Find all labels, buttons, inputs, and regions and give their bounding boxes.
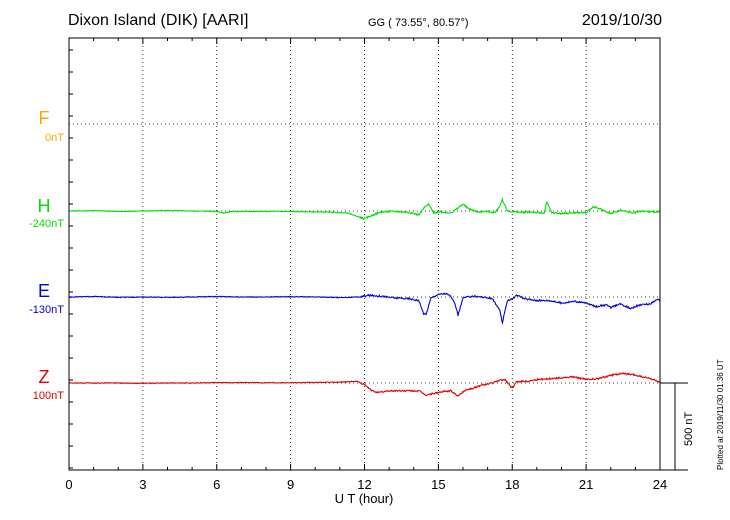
series-line-h xyxy=(69,197,661,220)
baseline-label-h: -240nT xyxy=(29,218,64,230)
station-title: Dixon Island (DIK) [AARI] xyxy=(68,12,249,29)
x-axis-ticks: 0 3 6 9 12 15 18 21 24 xyxy=(65,38,667,492)
component-label-f: F xyxy=(38,108,50,128)
geographic-coordinates: GG ( 73.55°, 80.57°) xyxy=(368,17,469,29)
baseline-label-z: 100nT xyxy=(32,390,64,402)
plotted-timestamp: Plotted at 2019/11/30 01:36 UT xyxy=(716,359,725,470)
x-axis-label: U T (hour) xyxy=(335,491,394,506)
observation-date: 2019/10/30 xyxy=(581,12,662,29)
x-tick-label: 12 xyxy=(357,477,371,492)
scale-bar-label: 500 nT xyxy=(683,411,695,446)
component-label-h: H xyxy=(37,196,51,216)
x-tick-label: 9 xyxy=(287,477,294,492)
x-tick-label: 24 xyxy=(653,477,667,492)
x-tick-label: 3 xyxy=(139,477,146,492)
component-label-z: Z xyxy=(38,367,50,387)
scale-bar: 500 nT xyxy=(660,382,695,471)
x-tick-label: 21 xyxy=(579,477,593,492)
series-line-z xyxy=(69,372,661,397)
baseline-label-e: -130nT xyxy=(29,304,64,316)
x-tick-label: 6 xyxy=(213,477,220,492)
x-tick-label: 18 xyxy=(505,477,519,492)
component-label-e: E xyxy=(37,281,50,301)
baseline-label-f: 0nT xyxy=(45,132,64,144)
data-traces xyxy=(68,197,661,397)
x-tick-label: 15 xyxy=(431,477,445,492)
x-tick-label: 0 xyxy=(65,477,72,492)
series-line-e xyxy=(68,292,661,326)
grid-lines xyxy=(69,38,660,470)
